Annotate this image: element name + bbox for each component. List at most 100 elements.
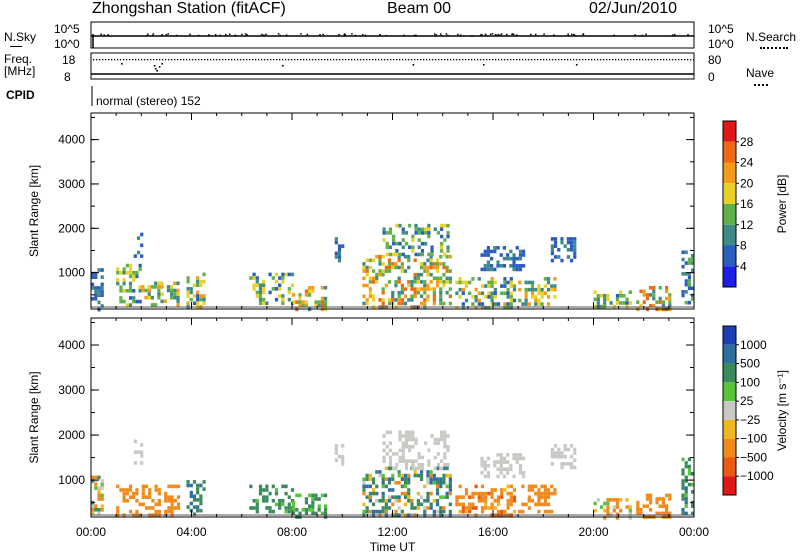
freq-series-point <box>387 59 389 61</box>
colorbar-segment <box>723 344 736 364</box>
echo-cell <box>493 287 497 292</box>
echo-cell <box>132 299 136 304</box>
echo-cell <box>652 303 656 308</box>
echo-cell <box>439 262 443 266</box>
echo-cell <box>334 451 338 455</box>
echo-cell <box>691 254 695 258</box>
echo-cell <box>628 301 632 305</box>
echo-cell <box>401 231 405 235</box>
freq-series-point <box>219 59 221 61</box>
nsearch-series-point <box>481 33 483 36</box>
echo-cell <box>432 265 436 270</box>
echo-cell <box>443 452 447 456</box>
echo-cell <box>512 509 517 514</box>
freq-series-point <box>270 59 272 61</box>
echo-cell <box>387 265 392 270</box>
echo-cell <box>486 456 491 461</box>
echo-cell <box>411 249 415 253</box>
echo-cell <box>668 511 672 516</box>
echo-cell <box>484 495 488 499</box>
echo-cell <box>400 269 404 273</box>
freq-series-point <box>507 59 509 61</box>
freq-series-point <box>438 59 440 61</box>
echo-cell <box>404 444 409 449</box>
echo-cell <box>202 272 206 277</box>
echo-cell <box>493 249 497 254</box>
echo-cell <box>512 287 517 292</box>
echo-cell <box>337 251 342 256</box>
echo-cell <box>334 444 338 448</box>
echo-cell <box>658 285 662 290</box>
echo-cell <box>403 502 408 507</box>
echo-cell <box>414 227 418 232</box>
echo-cell <box>97 268 101 272</box>
echo-cell <box>609 512 613 517</box>
freq-series-point <box>171 59 173 61</box>
freq-series-point <box>480 59 482 61</box>
echo-cell <box>530 488 535 492</box>
nsearch-series-point <box>441 34 443 37</box>
echo-cell <box>435 262 440 266</box>
echo-cell <box>301 300 305 304</box>
echo-cell <box>455 305 459 310</box>
echo-cell <box>416 473 420 478</box>
echo-cell <box>394 265 398 270</box>
echo-cell <box>362 488 366 492</box>
freq-series-point <box>180 59 182 61</box>
echo-cell <box>196 487 200 491</box>
echo-cell <box>448 294 452 299</box>
freq-series-point <box>396 59 398 61</box>
echo-cell <box>385 444 389 449</box>
freq-series-point <box>267 59 269 61</box>
echo-cell <box>397 506 401 510</box>
echo-cell <box>186 290 190 295</box>
freq-series-point <box>279 59 281 61</box>
nsearch-series-point <box>573 34 576 36</box>
echo-cell <box>381 477 385 481</box>
echo-cell <box>324 285 328 290</box>
colorbar-tick-label: 8 <box>740 239 747 253</box>
echo-cell <box>128 509 133 514</box>
echo-cell <box>160 285 164 289</box>
echo-cell <box>461 280 465 285</box>
echo-cell <box>615 498 620 502</box>
echo-cell <box>563 444 567 448</box>
freq-series-point <box>231 59 233 61</box>
echo-cell <box>202 480 206 484</box>
echo-cell <box>524 298 528 303</box>
echo-cell <box>606 501 610 506</box>
echo-cell <box>430 434 434 438</box>
nsearch-series-point <box>351 33 353 35</box>
echo-cell <box>569 237 574 241</box>
x-tick-label: 20:00 <box>578 525 608 539</box>
echo-cell <box>410 498 414 503</box>
echo-cell <box>665 296 669 301</box>
echo-cell <box>378 470 382 474</box>
echo-cell <box>173 506 177 510</box>
echo-cell <box>371 258 376 263</box>
echo-cell <box>684 279 688 283</box>
echo-cell <box>138 267 142 271</box>
echo-cell <box>365 484 369 489</box>
echo-cell <box>100 268 104 272</box>
nsearch-series-point <box>634 34 636 36</box>
echo-cell <box>518 453 523 457</box>
echo-cell <box>407 258 411 263</box>
echo-cell <box>566 462 570 466</box>
echo-cell <box>458 484 462 489</box>
echo-cell <box>388 441 393 445</box>
echo-cell <box>381 298 385 302</box>
echo-cell <box>292 511 296 516</box>
echo-cell <box>410 283 414 288</box>
echo-cell <box>490 284 494 288</box>
echo-cell <box>311 500 315 505</box>
freq-series-point <box>579 59 581 61</box>
echo-cell <box>446 444 450 449</box>
echo-cell <box>122 270 126 275</box>
echo-cell <box>537 488 541 492</box>
echo-cell <box>440 245 444 250</box>
echo-cell <box>502 467 507 472</box>
echo-cell <box>298 303 302 308</box>
freq-series-point <box>291 59 293 61</box>
echo-cell <box>196 290 200 295</box>
